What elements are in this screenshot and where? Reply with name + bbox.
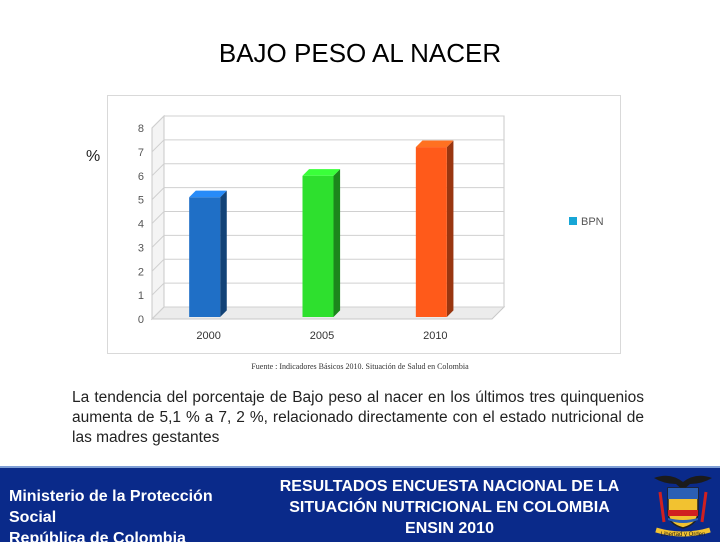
- gridline: [151, 187, 504, 200]
- footer-banner: Ministerio de la Protección Social Repúb…: [0, 466, 720, 542]
- survey-title: RESULTADOS ENCUESTA NACIONAL DE LA SITUA…: [252, 476, 647, 539]
- survey-line-3: ENSIN 2010: [405, 520, 494, 537]
- bar-side: [333, 169, 341, 317]
- gridline: [151, 306, 504, 320]
- gridline: [151, 211, 504, 224]
- bar-top: [302, 169, 341, 176]
- ministry-line-2: Social: [9, 509, 57, 526]
- survey-line-2: SITUACIÓN NUTRICIONAL EN COLOMBIA: [289, 499, 610, 516]
- gridline: [151, 115, 504, 129]
- bar-chart: 0 1 2 3 4 5 6 7 8 2000 2005 2010 BPN: [138, 114, 604, 342]
- x-tick-label: 2005: [310, 330, 334, 342]
- bar-side: [220, 190, 227, 317]
- gridline: [151, 234, 504, 248]
- ministry-line-3: República de Colombia: [9, 530, 186, 542]
- gridline: [151, 258, 504, 272]
- ministry-name: Ministerio de la Protección Social Repúb…: [9, 486, 249, 542]
- x-tick-label: 2010: [423, 330, 447, 342]
- chart-source: Fuente : Indicadores Básicos 2010. Situa…: [251, 362, 469, 371]
- coat-of-arms-icon: Libertad y Orden: [654, 475, 712, 538]
- y-tick-label: 3: [138, 242, 144, 254]
- ministry-line-1: Ministerio de la Protección: [9, 488, 213, 505]
- x-tick-label: 2000: [196, 330, 220, 342]
- survey-line-1: RESULTADOS ENCUESTA NACIONAL DE LA: [279, 478, 620, 495]
- y-tick-label: 5: [138, 195, 144, 207]
- y-tick-label: 8: [138, 123, 144, 135]
- y-tick-label: 0: [138, 314, 144, 326]
- bar-top: [189, 190, 227, 198]
- bar-top: [415, 140, 454, 148]
- bar-side: [446, 140, 454, 317]
- y-tick-label: 4: [138, 219, 144, 231]
- y-axis-unit: %: [86, 148, 101, 165]
- gridline: [151, 282, 504, 296]
- y-tick-label: 2: [138, 266, 144, 278]
- slide-title: BAJO PESO AL NACER: [218, 38, 502, 68]
- bar: [189, 197, 221, 317]
- legend-swatch: [569, 217, 577, 225]
- bar: [415, 147, 447, 317]
- gridline: [151, 139, 504, 153]
- legend-label: BPN: [581, 216, 604, 228]
- crest-motto: Libertad y Orden: [661, 532, 706, 538]
- gridline: [151, 163, 504, 177]
- y-tick-label: 1: [138, 290, 144, 302]
- y-tick-label: 7: [138, 147, 144, 159]
- bar: [302, 175, 334, 317]
- description-text: La tendencia del porcentaje de Bajo peso…: [72, 389, 644, 446]
- y-tick-label: 6: [138, 171, 144, 183]
